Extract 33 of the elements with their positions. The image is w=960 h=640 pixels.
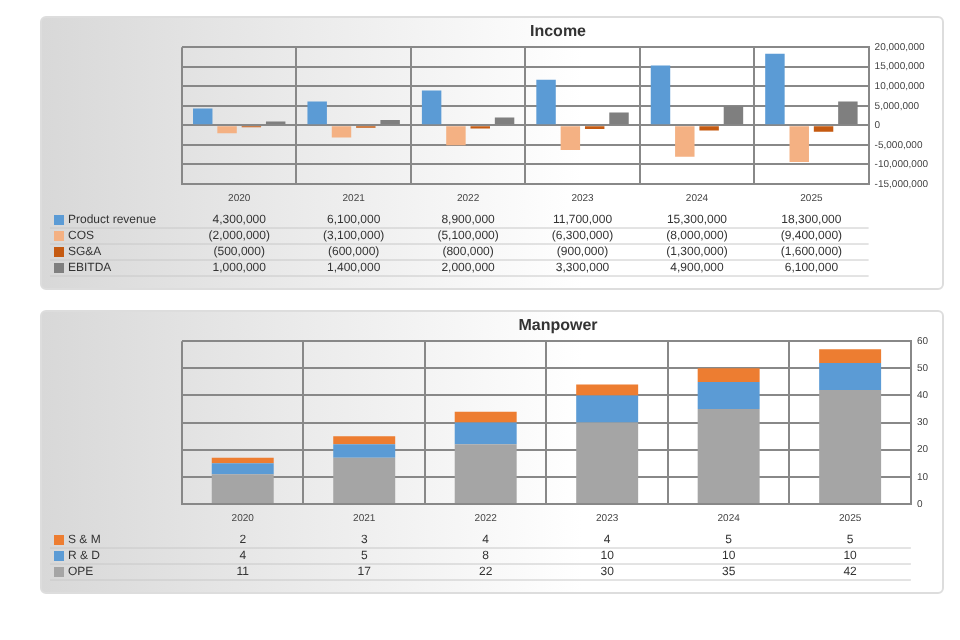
bar	[813, 126, 834, 132]
bar	[819, 362, 882, 391]
chart-title: Income	[529, 22, 588, 41]
bar	[454, 444, 517, 503]
bar	[560, 126, 581, 150]
bar	[446, 126, 466, 146]
bar	[819, 349, 882, 363]
bar	[576, 384, 639, 396]
bar	[333, 444, 396, 458]
bar	[697, 368, 760, 382]
bar	[307, 101, 327, 125]
bar	[576, 395, 639, 423]
bar	[421, 90, 442, 125]
bar	[697, 381, 760, 410]
bar	[333, 457, 396, 503]
bar	[211, 463, 274, 475]
bar	[333, 436, 396, 445]
chart-title: Manpower	[518, 316, 598, 335]
bar	[217, 126, 237, 134]
bar	[536, 79, 556, 125]
bar	[650, 65, 671, 125]
bar	[675, 126, 695, 157]
bar	[454, 422, 517, 445]
bar	[819, 390, 882, 503]
bar	[576, 422, 639, 503]
bar	[331, 126, 352, 138]
bar	[211, 474, 274, 503]
bar	[211, 457, 274, 464]
bar	[789, 126, 809, 163]
bar	[765, 53, 785, 125]
bar	[697, 409, 760, 503]
bar	[454, 411, 517, 423]
bar	[193, 108, 213, 125]
